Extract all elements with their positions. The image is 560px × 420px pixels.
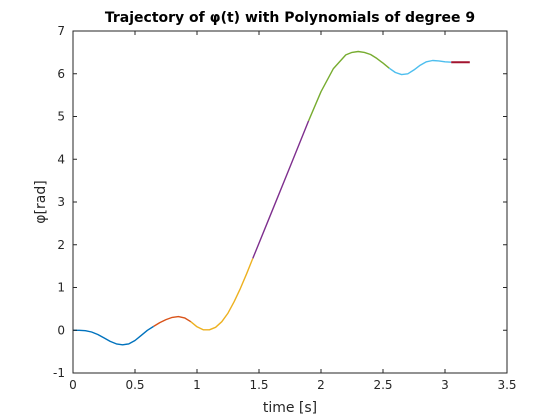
series-line-4 xyxy=(252,120,310,259)
y-tick-label: 2 xyxy=(57,238,65,252)
x-tick-label: 0 xyxy=(69,378,77,392)
y-tick-label: 5 xyxy=(57,110,65,124)
y-tick-label: 3 xyxy=(57,195,65,209)
x-tick-label: 2.5 xyxy=(373,378,392,392)
x-tick-label: 3 xyxy=(441,378,449,392)
x-tick-label: 3.5 xyxy=(497,378,516,392)
y-tick-label: 0 xyxy=(57,323,65,337)
y-tick-label: 1 xyxy=(57,281,65,295)
series-line-5 xyxy=(307,50,390,122)
ticks-layer: 0 0.5 1 1.5 2 2.5 3 3.5 -1 0 1 2 3 4 5 6 7 xyxy=(53,24,517,392)
x-axis-label: time [s] xyxy=(263,400,317,416)
y-tick-label: 6 xyxy=(57,67,65,81)
plot-area xyxy=(73,31,507,373)
x-tick-label: 2 xyxy=(317,378,325,392)
y-tick-label: 4 xyxy=(57,152,65,166)
y-tick-label: 7 xyxy=(57,24,65,38)
x-tick-label: 1 xyxy=(193,378,201,392)
series-line-2 xyxy=(153,315,192,327)
chart-title: Trajectory of φ(t) with Polynomials of d… xyxy=(105,10,475,26)
series-layer xyxy=(73,50,470,346)
y-tick-label: -1 xyxy=(53,366,65,380)
y-axis-label: φ[rad] xyxy=(33,180,49,223)
series-line-3 xyxy=(190,258,254,331)
x-tick-label: 1.5 xyxy=(249,378,268,392)
series-line-1 xyxy=(73,325,154,346)
x-tick-label: 0.5 xyxy=(125,378,144,392)
series-line-6 xyxy=(388,59,452,76)
